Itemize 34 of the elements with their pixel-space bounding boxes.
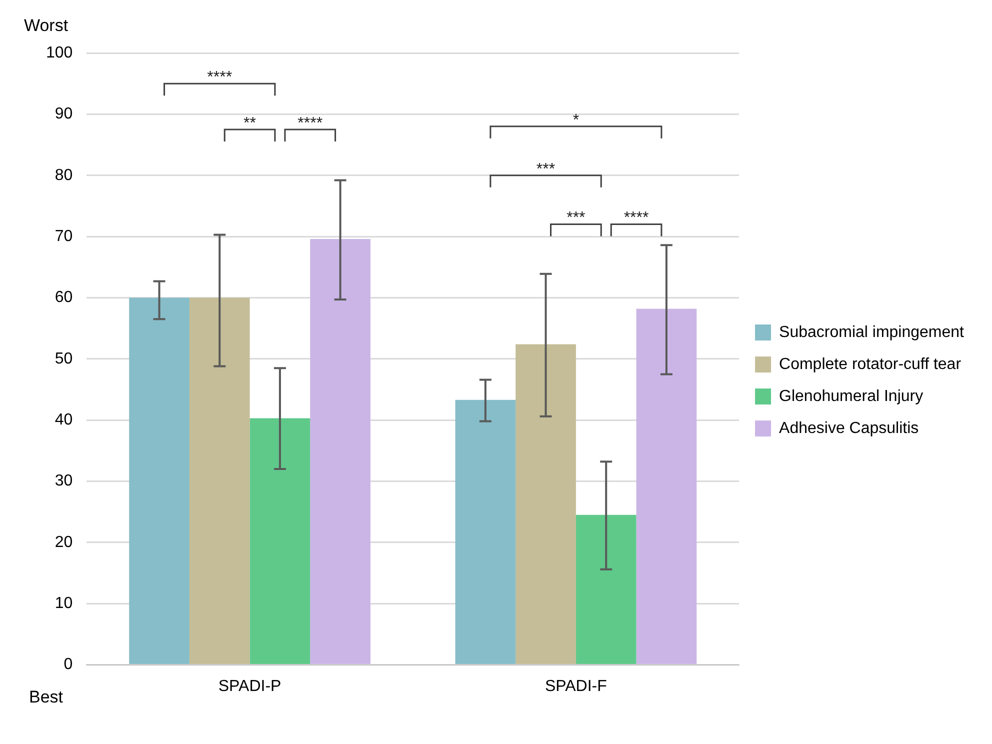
y-tick-label: 0 xyxy=(64,656,73,674)
y-tick-label: 90 xyxy=(54,106,73,123)
y-tick-label: 20 xyxy=(54,534,73,551)
y-tick-label: 40 xyxy=(54,411,73,428)
annotation: **** xyxy=(624,210,649,227)
bar xyxy=(636,308,697,664)
bar xyxy=(310,238,370,664)
annotation: **** xyxy=(207,68,232,86)
y-tick-label: 60 xyxy=(54,289,73,306)
text: Best xyxy=(28,687,64,706)
legend-label: Adhesive Capsulitis xyxy=(779,420,919,437)
legend-label: Subacromial impingement xyxy=(779,324,965,341)
legend-label: Glenohumeral Injury xyxy=(779,388,924,405)
y-tick-label: 30 xyxy=(54,472,73,490)
bar xyxy=(250,418,310,664)
annotation: * xyxy=(572,112,580,129)
x-tick-label: SPADI-P xyxy=(218,678,282,695)
annotation: ** xyxy=(244,114,256,132)
y-tick-label: 10 xyxy=(54,595,73,612)
annotation: **** xyxy=(298,114,323,132)
y-tick-label: 80 xyxy=(54,166,73,184)
bar xyxy=(576,514,636,664)
legend-label: Complete rotator-cuff tear xyxy=(779,356,962,373)
y-tick-label: 100 xyxy=(46,44,73,62)
bar xyxy=(516,344,576,664)
x-tick-label: SPADI-F xyxy=(544,678,608,695)
annotation: *** xyxy=(536,160,556,178)
bar xyxy=(189,298,250,664)
y-tick-label: 70 xyxy=(54,228,73,245)
text: Worst xyxy=(24,16,68,36)
bar xyxy=(455,400,516,664)
bar xyxy=(129,298,190,664)
annotation: *** xyxy=(566,210,586,227)
y-tick-label: 50 xyxy=(54,350,73,368)
